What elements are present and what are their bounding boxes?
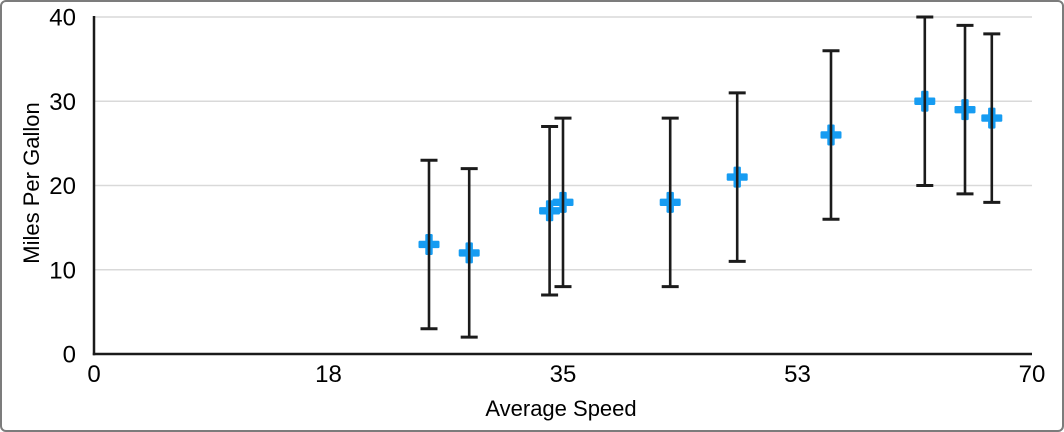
y-tick-label: 30 — [49, 89, 76, 116]
y-tick-label: 0 — [63, 342, 76, 369]
y-tick-label: 20 — [49, 173, 76, 200]
x-tick-label: 35 — [550, 361, 577, 388]
x-tick-label: 70 — [1019, 361, 1046, 388]
x-tick-label: 53 — [784, 361, 811, 388]
x-tick-label: 18 — [315, 361, 342, 388]
y-tick-label: 40 — [49, 5, 76, 32]
x-tick-label: 0 — [87, 361, 100, 388]
y-tick-label: 10 — [49, 257, 76, 284]
x-axis-title: Average Speed — [485, 396, 637, 421]
y-axis-title: Miles Per Gallon — [19, 102, 44, 264]
